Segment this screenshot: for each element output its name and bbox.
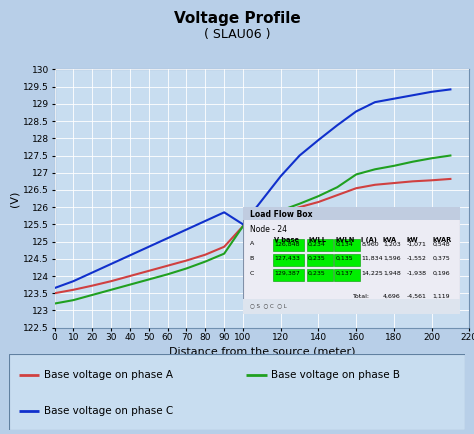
Text: Base voltage on phase B: Base voltage on phase B <box>271 370 400 380</box>
Text: Base voltage on phase A: Base voltage on phase A <box>44 370 173 380</box>
X-axis label: Distance from the source (meter): Distance from the source (meter) <box>169 346 355 356</box>
Y-axis label: (V): (V) <box>9 191 19 207</box>
Text: Voltage Profile: Voltage Profile <box>173 11 301 26</box>
Text: ( SLAU06 ): ( SLAU06 ) <box>204 28 270 41</box>
Text: Base voltage on phase C: Base voltage on phase C <box>44 406 173 416</box>
